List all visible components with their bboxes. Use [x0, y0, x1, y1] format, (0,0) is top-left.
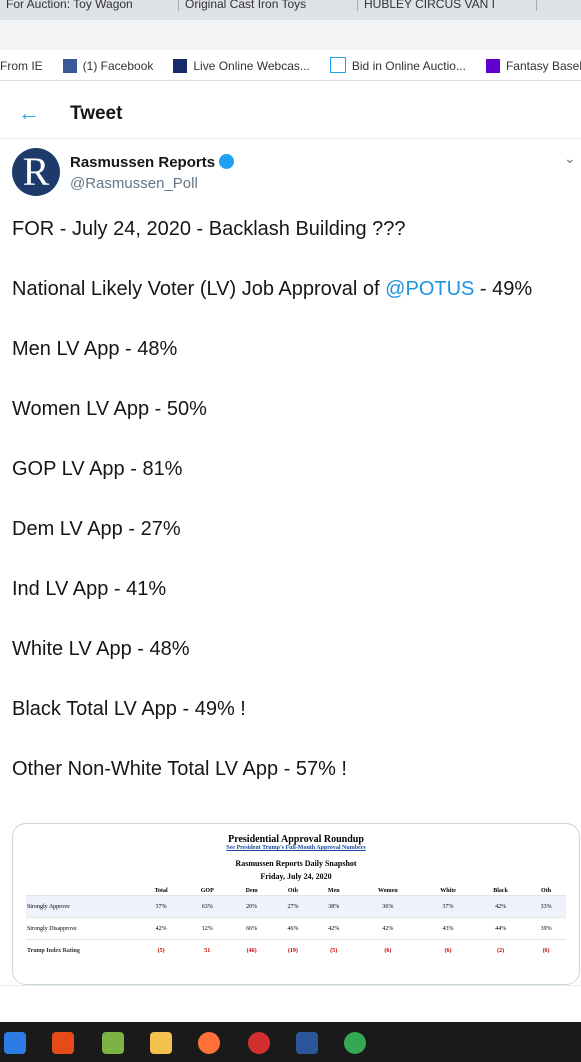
cell: 39%	[526, 917, 566, 940]
author-handle[interactable]: @Rasmussen_Poll	[70, 175, 198, 192]
toolbar	[0, 20, 581, 50]
bookmark[interactable]: From IE	[0, 59, 43, 73]
tweet-line: Other Non-White Total LV App - 57% !	[12, 758, 347, 780]
tweet-line: GOP LV App - 81%	[12, 458, 183, 480]
back-button[interactable]: ←	[18, 100, 40, 125]
column-header: Total	[154, 888, 168, 894]
cell: 51	[184, 939, 231, 961]
table-row: Strongly Disapprove 42% 12% 66% 46% 42% 42% 43%…	[26, 917, 566, 940]
column-header: White	[440, 888, 456, 894]
tab[interactable]: For Auction: Toy Wagon	[0, 0, 179, 11]
cell: 42%	[312, 917, 355, 940]
image-subtitle: Rasmussen Reports Daily Snapshot	[235, 859, 357, 868]
bookmark[interactable]: Fantasy Baseba	[505, 59, 581, 73]
bookmark[interactable]: Bid in Online Auctio...	[351, 59, 466, 73]
cell: (5)	[312, 939, 355, 961]
cell: 27%	[273, 895, 313, 918]
cell: 33%	[526, 895, 566, 918]
row-label: Trump Index Rating	[26, 939, 138, 961]
cell: 63%	[184, 895, 231, 918]
taskbar	[0, 1022, 581, 1062]
tab-bar: For Auction: Toy Wagon Original Cast Iron…	[0, 0, 581, 20]
row-label: Strongly Approve	[26, 895, 138, 918]
column-header: Oth	[287, 888, 298, 894]
cell: (6)	[354, 939, 421, 961]
cell: 38%	[312, 895, 355, 918]
cell: 44%	[475, 917, 527, 940]
verified-badge	[219, 154, 235, 169]
row-label: Strongly Disapprove	[26, 917, 138, 940]
image-title: Presidential Approval Roundup	[228, 834, 364, 845]
bookmark[interactable]: (1) Facebook	[82, 59, 154, 73]
cell: 43%	[421, 917, 476, 940]
tab[interactable]: HUBLEY CIRCUS VAN I	[358, 0, 537, 11]
cell: (2)	[475, 939, 527, 961]
text: National Likely Voter (LV) Job Approval …	[12, 278, 386, 300]
cell: (46)	[230, 939, 274, 961]
table-row: Trump Index Rating (5) 51 (46) (19) (5) (6) (6)…	[26, 939, 566, 961]
tweet-line: Men LV App - 48%	[12, 338, 178, 360]
avatar[interactable]: R	[12, 148, 60, 196]
tab[interactable]: Original Cast Iron Toys	[179, 0, 358, 11]
divider	[0, 985, 581, 986]
column-header: Women	[378, 888, 398, 894]
cell: 66%	[230, 917, 274, 940]
cell: (6)	[421, 939, 476, 961]
tweet-line: Women LV App - 50%	[12, 398, 207, 420]
column-header: Oth	[541, 888, 552, 894]
cell: 12%	[184, 917, 231, 940]
header: ← Tweet	[0, 92, 581, 139]
column-header: Black	[493, 888, 508, 894]
cell: 37%	[138, 895, 185, 918]
tweet-text: FOR - July 24, 2020 - Backlash Building …	[12, 214, 572, 814]
column-header: Dem	[245, 888, 258, 894]
author-name[interactable]: Rasmussen Reports	[70, 154, 235, 171]
table-row: Strongly Approve 37% 63% 20% 27% 38% 36% 37% 42%…	[26, 895, 566, 918]
column-header: GOP	[200, 888, 214, 894]
cell: 20%	[230, 895, 274, 918]
tweet-line: National Likely Voter (LV) Job Approval …	[12, 274, 572, 304]
tweet-image[interactable]: Presidential Approval Roundup See Presid…	[12, 823, 580, 985]
cell: 37%	[421, 895, 476, 918]
text: - 49%	[474, 278, 533, 300]
image-link: See President Trump's Full-Month Approva…	[226, 845, 366, 851]
tweet-line: FOR - July 24, 2020 - Backlash Building …	[12, 218, 406, 240]
cell: 42%	[475, 895, 527, 918]
bookmarks-bar: From IE (1) Facebook Live Online Webcas...…	[0, 52, 581, 81]
cell: 42%	[138, 917, 185, 940]
bookmark[interactable]: Live Online Webcas...	[193, 59, 310, 73]
tweet-line: Ind LV App - 41%	[12, 578, 167, 600]
cell: 36%	[354, 895, 421, 918]
tweet-line: Black Total LV App - 49% !	[12, 698, 246, 720]
name[interactable]: Rasmussen Reports	[70, 154, 216, 171]
image-date: Friday, July 24, 2020	[260, 872, 332, 881]
tweet-line: White LV App - 48%	[12, 638, 190, 660]
cell: (5)	[138, 939, 185, 961]
column-header: Men	[327, 888, 340, 894]
cell: 46%	[273, 917, 313, 940]
mention[interactable]: @POTUS	[385, 278, 475, 300]
table: Total GOP Dem Oth Men Women White Black Oth Stron…	[26, 887, 566, 961]
cell: 42%	[354, 917, 421, 940]
header-title: Tweet	[70, 103, 123, 124]
cell: (6)	[526, 939, 566, 961]
cell: (19)	[273, 939, 313, 961]
tweet-line: Dem LV App - 27%	[12, 518, 181, 540]
menu-button[interactable]: ⌄	[564, 150, 576, 166]
